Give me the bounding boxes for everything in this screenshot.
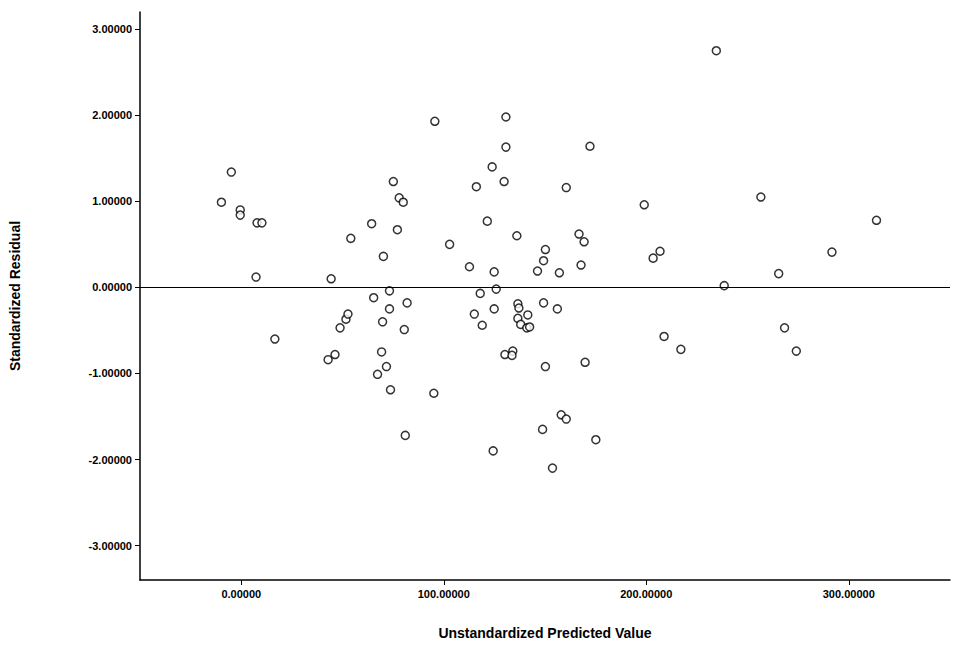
svg-text:3.00000: 3.00000	[92, 23, 132, 35]
svg-text:300.00000: 300.00000	[823, 588, 875, 600]
svg-text:Unstandardized Predicted Value: Unstandardized Predicted Value	[438, 625, 651, 641]
svg-text:200.00000: 200.00000	[620, 588, 672, 600]
svg-text:-1.00000: -1.00000	[89, 367, 132, 379]
svg-text:1.00000: 1.00000	[92, 195, 132, 207]
svg-text:100.00000: 100.00000	[418, 588, 470, 600]
svg-text:2.00000: 2.00000	[92, 109, 132, 121]
svg-text:-2.00000: -2.00000	[89, 454, 132, 466]
svg-text:-3.00000: -3.00000	[89, 540, 132, 552]
svg-text:0.00000: 0.00000	[221, 588, 261, 600]
svg-text:Standardized Residual: Standardized Residual	[7, 221, 23, 371]
svg-text:0.00000: 0.00000	[92, 281, 132, 293]
